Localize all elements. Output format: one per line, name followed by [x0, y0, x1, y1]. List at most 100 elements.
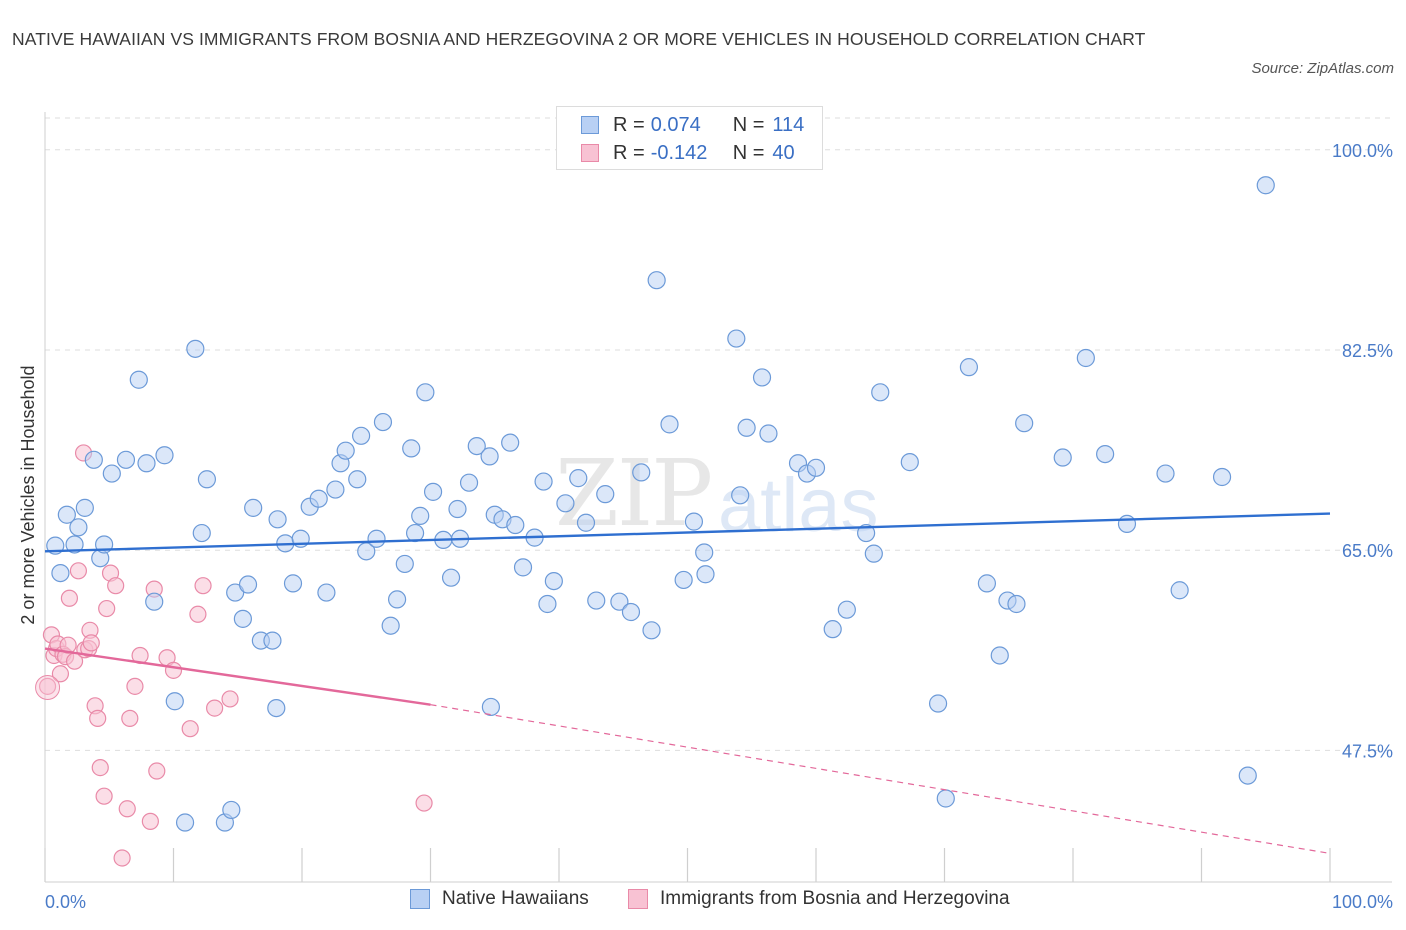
- data-point-bosnia: [89, 709, 107, 727]
- data-point-native-hawaiian: [416, 383, 435, 402]
- trend-line-bosnia-extrapolated: [430, 704, 1331, 854]
- legend-item-bosnia: Immigrants from Bosnia and Herzegovina: [628, 888, 1010, 910]
- data-point-native-hawaiian: [576, 513, 596, 532]
- data-point-native-hawaiian: [569, 469, 588, 488]
- data-point-bosnia: [141, 812, 159, 830]
- data-point-native-hawaiian: [806, 458, 826, 477]
- data-point-native-hawaiian: [1053, 448, 1072, 467]
- data-point-native-hawaiian: [102, 464, 121, 483]
- data-point-bosnia: [38, 677, 57, 695]
- data-point-native-hawaiian: [1117, 514, 1137, 533]
- data-point-native-hawaiian: [752, 368, 772, 387]
- data-point-native-hawaiian: [65, 535, 84, 554]
- legend-row-bosnia: R = -0.142 N = 40: [581, 139, 795, 167]
- data-point-bosnia: [189, 605, 207, 623]
- data-point-native-hawaiian: [534, 472, 553, 491]
- data-point-native-hawaiian: [155, 446, 174, 465]
- data-point-native-hawaiian: [1212, 467, 1232, 487]
- data-point-native-hawaiian: [336, 441, 355, 460]
- data-point-native-hawaiian: [69, 518, 88, 537]
- data-point-native-hawaiian: [596, 485, 615, 504]
- legend-n-label: N =: [732, 141, 765, 164]
- series-native-hawaiians: [46, 176, 1275, 832]
- data-point-native-hawaiian: [441, 568, 461, 587]
- data-point-native-hawaiian: [263, 631, 282, 650]
- data-point-bosnia: [148, 762, 166, 780]
- series-legend: Native Hawaiians Immigrants from Bosnia …: [0, 888, 1406, 916]
- data-point-native-hawaiian: [348, 470, 367, 489]
- legend-n-label: N =: [732, 113, 765, 136]
- data-point-native-hawaiian: [632, 463, 651, 482]
- legend-label: Immigrants from Bosnia and Herzegovina: [660, 888, 1010, 909]
- data-point-native-hawaiian: [1096, 445, 1115, 464]
- data-point-native-hawaiian: [395, 554, 414, 574]
- data-point-native-hawaiian: [244, 498, 263, 517]
- data-point-bosnia: [181, 720, 199, 738]
- data-point-bosnia: [126, 677, 144, 695]
- data-point-native-hawaiian: [990, 646, 1009, 665]
- data-point-native-hawaiian: [467, 436, 486, 456]
- stats-legend: R = 0.074 N = 114 R = -0.142 N = 40: [556, 106, 823, 170]
- legend-swatch-blue: [581, 116, 599, 134]
- data-point-native-hawaiian: [977, 574, 997, 593]
- data-point-native-hawaiian: [928, 694, 948, 713]
- data-point-native-hawaiian: [75, 498, 94, 517]
- data-point-native-hawaiian: [192, 523, 211, 543]
- data-point-native-hawaiian: [175, 813, 195, 832]
- legend-swatch-blue: [410, 889, 430, 909]
- data-point-native-hawaiian: [660, 415, 679, 434]
- tick-labels: 47.5% 65.0% 82.5% 100.0% 0.0% 100.0%: [45, 141, 1393, 912]
- legend-n-value: 40: [772, 141, 795, 164]
- data-point-native-hawaiian: [759, 424, 778, 443]
- data-point-native-hawaiian: [405, 523, 425, 543]
- watermark-atlas: atlas: [718, 463, 879, 548]
- data-point-native-hawaiian: [267, 698, 286, 718]
- data-point-bosnia: [91, 758, 109, 777]
- source-credit: Source: ZipAtlas.com: [1251, 60, 1394, 77]
- data-point-native-hawaiian: [1156, 464, 1175, 483]
- legend-r-label: R =: [613, 113, 645, 136]
- data-point-bosnia: [113, 849, 131, 867]
- data-point-native-hawaiian: [137, 454, 156, 473]
- data-point-native-hawaiian: [233, 609, 252, 628]
- legend-r-value: -0.142: [650, 141, 708, 164]
- legend-r-value: 0.074: [650, 113, 701, 136]
- x-tick-label-start: 0.0%: [45, 892, 86, 912]
- data-point-native-hawaiian: [165, 692, 184, 711]
- data-point-native-hawaiian: [587, 591, 606, 610]
- y-tick-label: 47.5%: [1342, 741, 1393, 761]
- legend-row-native-hawaiians: R = 0.074 N = 114: [581, 111, 804, 139]
- y-tick-label: 65.0%: [1342, 541, 1393, 561]
- data-point-native-hawaiian: [51, 563, 70, 583]
- data-point-bosnia: [51, 665, 70, 683]
- trend-line-native-hawaiians: [44, 512, 1331, 553]
- data-point-native-hawaiian: [238, 575, 258, 594]
- data-point-bosnia: [107, 577, 125, 595]
- data-point-bosnia: [35, 675, 61, 700]
- data-point-native-hawaiian: [642, 621, 661, 640]
- data-point-native-hawaiian: [1170, 581, 1189, 600]
- axes: [44, 112, 1392, 883]
- data-point-native-hawaiian: [367, 529, 386, 548]
- data-point-native-hawaiian: [727, 329, 746, 348]
- y-tick-label: 100.0%: [1332, 141, 1393, 161]
- x-tick-label-end: 100.0%: [1332, 892, 1393, 912]
- data-point-native-hawaiian: [684, 512, 704, 531]
- data-point-native-hawaiian: [448, 499, 467, 519]
- data-point-native-hawaiian: [647, 271, 666, 290]
- data-point-bosnia: [415, 794, 433, 812]
- legend-label: Native Hawaiians: [442, 888, 589, 909]
- data-point-native-hawaiian: [423, 482, 443, 501]
- data-point-native-hawaiian: [129, 370, 148, 389]
- data-point-native-hawaiian: [411, 506, 430, 525]
- data-point-native-hawaiian: [197, 470, 217, 489]
- data-point-native-hawaiian: [283, 574, 303, 593]
- data-point-native-hawaiian: [506, 515, 525, 535]
- data-point-native-hawaiian: [513, 558, 533, 577]
- trend-lines: [44, 512, 1331, 854]
- data-point-native-hawaiian: [823, 620, 842, 639]
- data-point-bosnia: [69, 562, 88, 580]
- data-point-bosnia: [60, 589, 79, 607]
- data-point-native-hawaiian: [309, 489, 328, 508]
- data-point-native-hawaiian: [459, 473, 479, 492]
